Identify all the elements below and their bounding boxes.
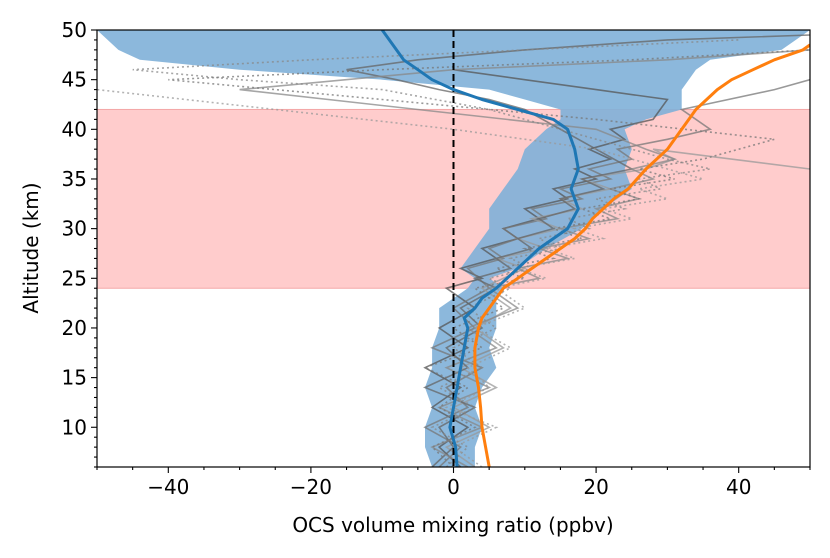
y-axis-label: Altitude (km) bbox=[19, 182, 43, 313]
y-tick-label: 45 bbox=[62, 68, 87, 92]
x-tick-label: −40 bbox=[147, 475, 189, 499]
x-tick-label: 40 bbox=[726, 475, 751, 499]
blue-mean-line bbox=[380, 30, 580, 467]
y-tick-label: 25 bbox=[62, 266, 87, 290]
y-tick-label: 30 bbox=[62, 217, 87, 241]
x-tick-label: 0 bbox=[447, 475, 460, 499]
y-tick-label: 50 bbox=[62, 18, 87, 42]
gray-profile-8 bbox=[168, 49, 810, 467]
gray-profile-6 bbox=[132, 39, 739, 467]
orange-profile-line bbox=[473, 43, 810, 467]
x-axis-label: OCS volume mixing ratio (ppbv) bbox=[292, 513, 613, 537]
y-tick-label: 10 bbox=[62, 415, 87, 439]
blue-spread-envelope bbox=[97, 30, 810, 467]
y-tick-label: 20 bbox=[62, 316, 87, 340]
gray-profile-2 bbox=[423, 78, 810, 467]
x-tick-label: −20 bbox=[290, 475, 332, 499]
y-tick-label: 15 bbox=[62, 366, 87, 390]
y-tick-label: 40 bbox=[62, 117, 87, 141]
x-tick-label: 20 bbox=[583, 475, 608, 499]
y-tick-label: 35 bbox=[62, 167, 87, 191]
